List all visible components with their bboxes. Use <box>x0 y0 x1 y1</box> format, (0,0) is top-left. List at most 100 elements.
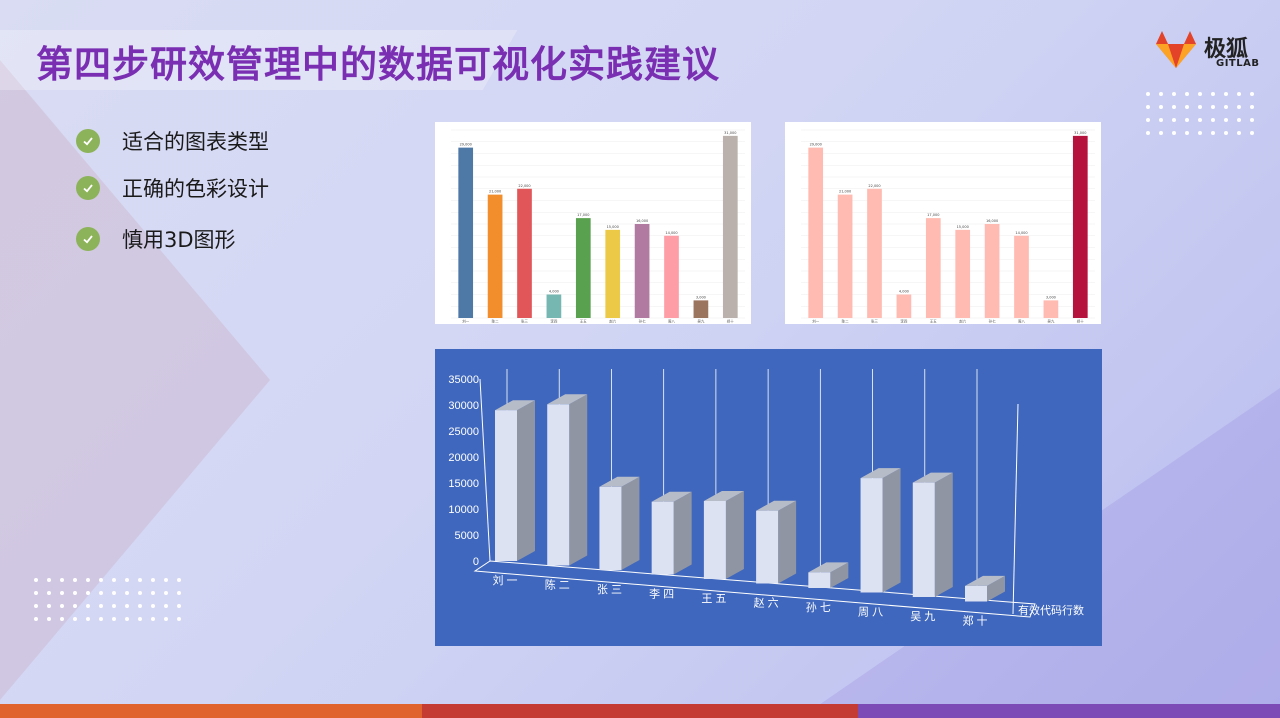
x-tick-label: 吴九 <box>697 319 704 324</box>
bar-chart-highlight: 29,000 刘一 21,000 陈二 22,000 张三 4,000 李四 17,000 王五 1… <box>785 122 1101 324</box>
decor-dot <box>1224 105 1228 109</box>
decor-dot <box>34 578 38 582</box>
x-tick-label: 吴 九 <box>910 610 935 623</box>
x-tick-label: 郑十 <box>1077 319 1085 324</box>
data-label: 14,000 <box>1015 231 1027 235</box>
decor-dot <box>34 617 38 621</box>
bar-front <box>547 404 570 566</box>
x-tick-label: 陈二 <box>842 319 850 324</box>
x-tick-label: 赵六 <box>959 319 966 324</box>
decor-dot <box>34 591 38 595</box>
decor-dot <box>1198 92 1202 96</box>
data-label: 15,000 <box>957 225 969 229</box>
bar <box>1072 135 1088 318</box>
logo-text: 极狐 <box>1204 37 1249 62</box>
decor-dot <box>47 591 51 595</box>
bar-side <box>987 575 1005 602</box>
decor-dot <box>1211 118 1215 122</box>
x-tick-label: 周八 <box>668 319 676 324</box>
decor-dot <box>151 617 155 621</box>
decor-dot <box>1198 105 1202 109</box>
data-label: 16,000 <box>986 219 998 223</box>
decor-dot <box>1224 92 1228 96</box>
bullet-item: 正确的色彩设计 <box>76 175 269 201</box>
x-tick-label: 赵六 <box>609 319 616 324</box>
x-tick-label: 赵 六 <box>754 596 779 610</box>
decor-dot <box>1250 131 1254 135</box>
decor-dot <box>1172 105 1176 109</box>
data-label: 29,000 <box>460 143 472 147</box>
decor-dot <box>60 578 64 582</box>
y-tick-label: 0 <box>473 556 479 568</box>
decor-dot <box>112 578 116 582</box>
x-tick-label: 陈 二 <box>545 578 570 592</box>
decor-dot <box>177 617 181 621</box>
x-tick-label: 陈二 <box>492 319 499 324</box>
decor-dot <box>1250 105 1254 109</box>
decor-dot <box>125 591 129 595</box>
decor-dot <box>1224 118 1228 122</box>
data-label: 21,000 <box>489 190 501 194</box>
decor-dot <box>1146 131 1150 135</box>
decor-dot <box>1211 131 1215 135</box>
bar-side <box>830 562 849 588</box>
decor-dot <box>73 617 77 621</box>
bar-side <box>673 491 692 575</box>
decor-dot <box>1250 118 1254 122</box>
decor-dots-top <box>1146 92 1254 135</box>
decor-dot <box>47 604 51 608</box>
decor-dot <box>1237 131 1241 135</box>
data-label: 3,000 <box>696 295 706 299</box>
decor-dot <box>60 617 64 621</box>
bar-3d <box>965 575 1005 602</box>
y-tick-label: 35000 <box>448 374 479 386</box>
decor-dot <box>99 578 103 582</box>
decor-dot <box>1172 92 1176 96</box>
x-tick-label: 周 八 <box>858 606 883 619</box>
data-label: 16,000 <box>636 219 648 223</box>
x-tick-label: 李四 <box>900 319 907 324</box>
bar-front <box>808 572 831 588</box>
x-tick-label: 周八 <box>1018 319 1026 324</box>
logo-subtext: GITLAB <box>1216 58 1260 69</box>
y-tick-label: 5000 <box>455 530 479 542</box>
bar-top <box>912 472 953 483</box>
x-tick-label: 刘一 <box>462 319 469 324</box>
y-axis <box>479 378 491 562</box>
x-tick-label: 李 四 <box>649 587 674 601</box>
bar-top <box>651 491 692 502</box>
bar-side <box>725 491 744 579</box>
data-label: 31,000 <box>1074 131 1086 135</box>
decor-dot <box>125 604 129 608</box>
bar <box>984 224 1000 318</box>
bar <box>575 218 591 318</box>
decor-dot <box>164 604 168 608</box>
bar <box>634 224 650 318</box>
decor-dot <box>86 617 90 621</box>
x-tick-label: 郑 十 <box>962 614 987 628</box>
bar <box>837 194 853 318</box>
bar <box>517 188 532 318</box>
x-tick-label: 郑十 <box>727 319 735 324</box>
decor-dot <box>1185 92 1189 96</box>
check-icon <box>76 227 100 251</box>
decor-dot <box>138 604 142 608</box>
x-tick-label: 李四 <box>550 319 557 324</box>
x-tick-label: 孙七 <box>639 319 647 324</box>
bar <box>546 294 562 318</box>
bar-3d <box>808 562 849 588</box>
decor-dot <box>125 578 129 582</box>
x-tick-label: 张 三 <box>597 583 622 596</box>
y-tick-label: 10000 <box>448 504 479 516</box>
decor-dot <box>73 591 77 595</box>
decor-dot <box>151 604 155 608</box>
bar <box>605 229 621 318</box>
bullet-text: 正确的色彩设计 <box>122 177 269 201</box>
bottom-bar-segment <box>0 704 423 718</box>
bar-side <box>934 472 953 597</box>
decor-dot <box>177 591 181 595</box>
data-label: 4,000 <box>549 290 559 294</box>
x-tick-label: 孙七 <box>989 319 997 324</box>
decor-dot <box>112 604 116 608</box>
decor-dot <box>86 604 90 608</box>
